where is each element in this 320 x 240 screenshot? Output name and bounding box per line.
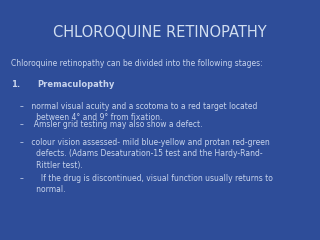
Text: If the drug is discontinued, visual function usually returns to
   normal.: If the drug is discontinued, visual func… <box>29 174 273 194</box>
Text: normal visual acuity and a scotoma to a red target located
   between 4° and 9° : normal visual acuity and a scotoma to a … <box>29 102 257 122</box>
Text: Chloroquine retinopathy can be divided into the following stages:: Chloroquine retinopathy can be divided i… <box>11 59 263 68</box>
Text: CHLOROQUINE RETINOPATHY: CHLOROQUINE RETINOPATHY <box>53 25 267 40</box>
Text: Amsler grid testing may also show a defect.: Amsler grid testing may also show a defe… <box>29 120 202 129</box>
Text: Premaculopathy: Premaculopathy <box>37 80 114 89</box>
Text: –: – <box>19 120 23 129</box>
Text: –: – <box>19 102 23 111</box>
Text: 1.: 1. <box>11 80 20 89</box>
Text: –: – <box>19 138 23 147</box>
Text: –: – <box>19 174 23 183</box>
Text: colour vision assessed- mild blue-yellow and protan red-green
   defects. (Adams: colour vision assessed- mild blue-yellow… <box>29 138 269 170</box>
